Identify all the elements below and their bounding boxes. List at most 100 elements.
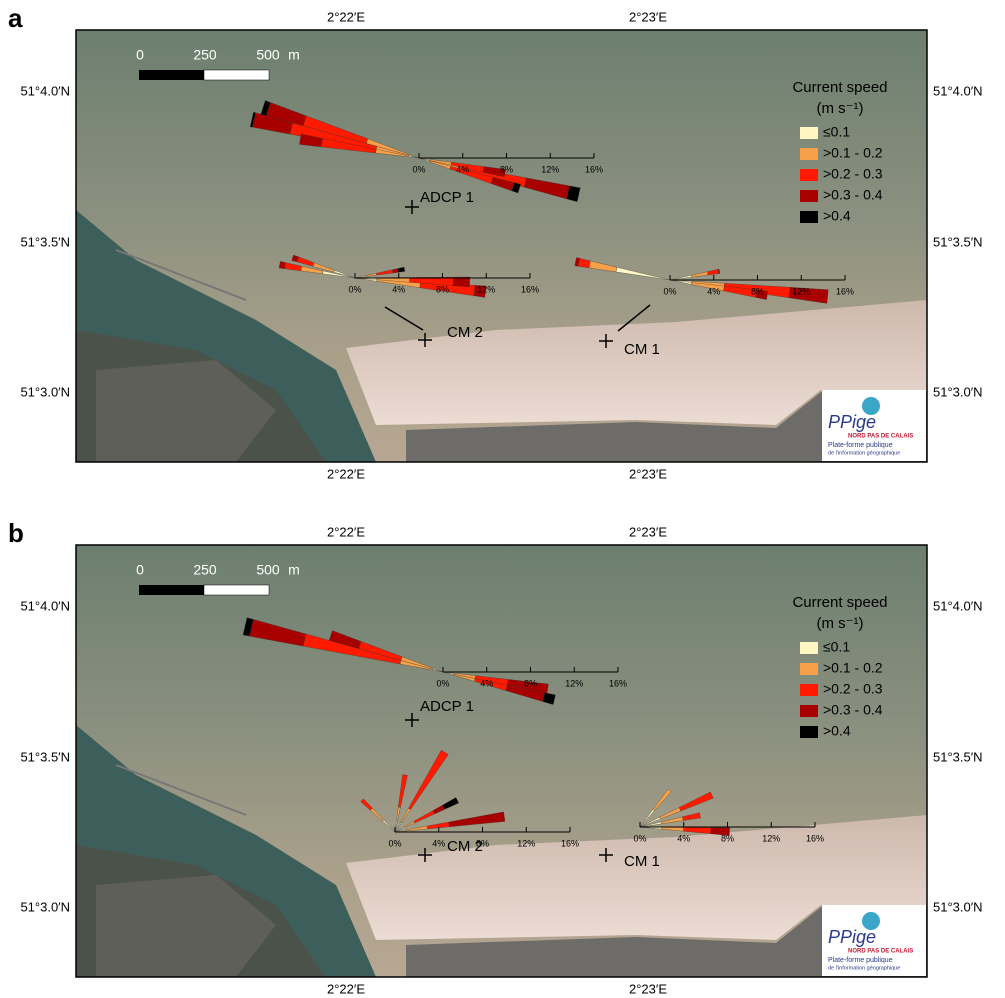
legend-swatch xyxy=(800,190,818,202)
town xyxy=(406,392,927,462)
legend-swatch xyxy=(800,705,818,717)
rose-tick-label: 16% xyxy=(836,286,854,296)
panel-label: b xyxy=(8,518,24,548)
legend-label: >0.3 - 0.4 xyxy=(823,702,883,718)
site-marker xyxy=(418,333,432,347)
logo-globe xyxy=(862,397,880,415)
rose-tick-label: 8% xyxy=(524,678,537,688)
rose-tick-label: 12% xyxy=(792,286,810,296)
rose-segment xyxy=(299,133,323,148)
rose-tick-label: 4% xyxy=(456,164,469,174)
scale-label: 0 xyxy=(136,562,144,578)
rose-tick-label: 4% xyxy=(677,833,690,843)
rose-tick-label: 8% xyxy=(721,833,734,843)
legend-label: >0.4 xyxy=(823,723,851,739)
rose-segment xyxy=(242,617,254,637)
legend-swatch xyxy=(800,211,818,223)
rose-segment xyxy=(452,276,470,288)
scale-bar-black xyxy=(139,70,204,80)
lat-label: 51°3.5′N xyxy=(933,234,983,249)
logo-line: Plate-forme publique xyxy=(828,442,893,449)
rose-tick-label: 8% xyxy=(500,164,513,174)
legend-unit: (m s⁻¹) xyxy=(816,615,863,632)
rose-segment xyxy=(291,254,299,263)
legend-swatch xyxy=(800,169,818,181)
logo-region: NORD PAS DE CALAIS xyxy=(848,434,913,440)
rose-tick-label: 0% xyxy=(388,838,401,848)
scale-bar-black xyxy=(139,585,204,595)
lon-label: 2°23′E xyxy=(629,524,667,539)
rose-tick-label: 16% xyxy=(806,833,824,843)
map-panel: 0 250 500 m Current speed (m s⁻¹) ≤0.1 >0.1 - 0… xyxy=(75,29,928,463)
harbour-channel xyxy=(76,725,376,977)
rose-segment xyxy=(360,798,373,811)
site-label: CM 2 xyxy=(447,838,483,855)
legend-swatch xyxy=(800,148,818,160)
legend-swatch xyxy=(800,726,818,738)
rose-tick-label: 4% xyxy=(707,286,720,296)
rose-tick-label: 16% xyxy=(609,678,627,688)
legend-title: Current speed xyxy=(792,79,887,96)
scale-label: 250 xyxy=(193,562,217,578)
lat-label: 51°3.0′N xyxy=(20,899,70,914)
rose-segment xyxy=(329,630,362,649)
rose-tick-label: 0% xyxy=(348,284,361,294)
rose-tick-label: 0% xyxy=(663,286,676,296)
rose-tick-label: 12% xyxy=(565,678,583,688)
rose-segment xyxy=(482,166,506,178)
scale-label: 0 xyxy=(136,47,144,63)
rose-tick-label: 0% xyxy=(412,164,425,174)
lon-label: 2°22′E xyxy=(327,466,365,481)
rose-tick-label: 12% xyxy=(477,284,495,294)
lat-label: 51°3.5′N xyxy=(20,749,70,764)
logo-region: NORD PAS DE CALAIS xyxy=(848,949,913,955)
site-marker xyxy=(418,848,432,862)
scale-label: 250 xyxy=(193,47,217,63)
rose-tick-label: 8% xyxy=(476,838,489,848)
town xyxy=(406,907,927,977)
port xyxy=(96,875,276,977)
legend-unit: (m s⁻¹) xyxy=(816,100,863,117)
lon-label: 2°23′E xyxy=(629,9,667,24)
site-marker xyxy=(599,848,613,862)
rose-tick-label: 16% xyxy=(521,284,539,294)
logo-title: PPige xyxy=(828,927,876,947)
rose-tick-label: 12% xyxy=(541,164,559,174)
site-marker xyxy=(405,200,419,214)
rose-segment xyxy=(250,111,256,128)
rose-segment xyxy=(442,797,459,810)
rose-tick-label: 0% xyxy=(633,833,646,843)
scale-label: 500 xyxy=(256,47,280,63)
lat-label: 51°3.5′N xyxy=(20,234,70,249)
logo-line: Plate-forme publique xyxy=(828,957,893,964)
rose-segment xyxy=(278,261,286,269)
scale-bar-white xyxy=(203,584,270,596)
lat-label: 51°4.0′N xyxy=(20,598,70,613)
rose-tick-label: 12% xyxy=(762,833,780,843)
lat-label: 51°3.0′N xyxy=(933,899,983,914)
lat-label: 51°4.0′N xyxy=(933,598,983,613)
scale-unit: m xyxy=(288,562,300,578)
rose-segment xyxy=(542,692,556,705)
site-marker xyxy=(599,334,613,348)
legend-swatch xyxy=(800,642,818,654)
rose-segment xyxy=(448,811,506,827)
logo-globe xyxy=(862,912,880,930)
rose-segment xyxy=(788,287,829,304)
legend-swatch xyxy=(800,127,818,139)
site-label: ADCP 1 xyxy=(420,698,474,715)
rose-segment xyxy=(717,268,721,274)
rose-segment xyxy=(473,285,487,298)
logo-title: PPige xyxy=(828,412,876,432)
legend-label: >0.1 - 0.2 xyxy=(823,660,883,676)
lon-label: 2°22′E xyxy=(327,981,365,996)
legend-swatch xyxy=(800,684,818,696)
rose-segment xyxy=(574,257,580,267)
rose-segment xyxy=(408,749,449,810)
legend-swatch xyxy=(800,663,818,675)
lon-label: 2°23′E xyxy=(629,981,667,996)
frame xyxy=(75,544,928,978)
lat-label: 51°4.0′N xyxy=(20,83,70,98)
rose-tick-label: 8% xyxy=(751,286,764,296)
site-marker xyxy=(405,713,419,727)
